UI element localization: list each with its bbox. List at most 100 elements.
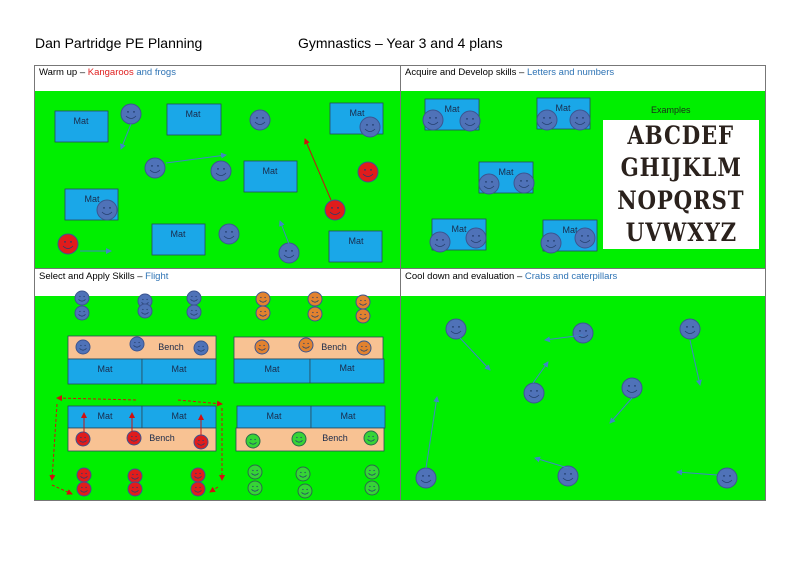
child-smiley-icon [679, 318, 701, 340]
child-smiley-icon [298, 337, 314, 353]
mat: Mat [236, 405, 312, 429]
bench-label: Bench [322, 433, 348, 443]
mat: Mat [309, 358, 385, 384]
movement-arrow [689, 339, 702, 386]
mat: Mat [141, 405, 217, 429]
child-smiley-icon [295, 466, 311, 482]
child-smiley-icon [478, 173, 500, 195]
child-smiley-icon [523, 382, 545, 404]
mat-label: Mat [171, 411, 187, 421]
column-divider [400, 65, 401, 501]
mat-label: Mat [339, 363, 355, 373]
child-smiley-icon [415, 467, 437, 489]
child-smiley-icon [355, 308, 371, 324]
flight-label: Flight [145, 271, 169, 282]
letters-row: ABCDEF [627, 121, 735, 151]
child-smiley-icon [716, 467, 738, 489]
child-smiley-icon [127, 468, 143, 484]
mat-label: Mat [73, 116, 89, 126]
letters-row: GHIJKLM [620, 153, 742, 183]
movement-arrow [279, 220, 290, 245]
route-arrow [209, 486, 219, 493]
mat-label: Mat [555, 103, 571, 113]
bench: Bench [235, 427, 385, 452]
child-smiley-icon [307, 291, 323, 307]
bench-label: Bench [158, 342, 184, 352]
child-smiley-icon [74, 290, 90, 306]
child-smiley-icon [247, 464, 263, 480]
child-smiley-icon [465, 227, 487, 249]
child-smiley-icon [96, 199, 118, 221]
mat-label: Mat [97, 364, 113, 374]
child-smiley-icon [569, 109, 591, 131]
child-smiley-icon [126, 430, 142, 446]
child-smiley-icon [364, 464, 380, 480]
mat: Mat [54, 110, 109, 143]
child-smiley-icon [255, 305, 271, 321]
bench: Bench [67, 427, 217, 452]
child-smiley-icon [429, 231, 451, 253]
mat-label: Mat [340, 411, 356, 421]
row-divider [34, 268, 766, 269]
child-smiley-icon [363, 430, 379, 446]
mat-label: Mat [264, 364, 280, 374]
movement-arrow [165, 152, 227, 164]
child-smiley-icon [356, 340, 372, 356]
mat-label: Mat [451, 224, 467, 234]
movement-arrow [532, 361, 549, 384]
mat-label: Mat [171, 364, 187, 374]
bench-label: Bench [149, 433, 175, 443]
child-smiley-icon [218, 223, 240, 245]
child-smiley-icon [193, 340, 209, 356]
mat-label: Mat [170, 229, 186, 239]
letters-row: NOPQRST [617, 185, 745, 215]
child-smiley-icon [76, 467, 92, 483]
skills-title: Acquire and Develop skills – Letters and… [405, 67, 614, 78]
mat-label: Mat [498, 167, 514, 177]
child-smiley-icon [127, 481, 143, 497]
child-smiley-icon [355, 294, 371, 310]
child-smiley-icon [359, 116, 381, 138]
child-smiley-icon [186, 290, 202, 306]
child-smiley-icon [574, 227, 596, 249]
body-alphabet-image: ABCDEF GHIJKLM NOPQRST UVWXYZ [603, 120, 759, 249]
route-arrow [49, 403, 58, 481]
child-smiley-icon [557, 465, 579, 487]
movement-arrow [676, 469, 718, 476]
route-arrow [177, 399, 223, 407]
kangaroos-label: Kangaroos [87, 67, 134, 78]
child-smiley-icon [540, 232, 562, 254]
child-smiley-icon [75, 339, 91, 355]
child-smiley-icon [247, 480, 263, 496]
movement-arrow [304, 138, 332, 201]
child-smiley-icon [249, 109, 271, 131]
mat: Mat [166, 103, 222, 136]
frogs-label: and frogs [133, 67, 176, 78]
flight-title: Select and Apply Skills – Flight [39, 271, 168, 282]
examples-title: Examples [651, 105, 691, 115]
mat-label: Mat [84, 194, 100, 204]
child-smiley-icon [254, 339, 270, 355]
child-smiley-icon [459, 110, 481, 132]
child-smiley-icon [129, 336, 145, 352]
mat-label: Mat [349, 108, 365, 118]
mat: Mat [233, 358, 311, 384]
movement-arrow [459, 337, 491, 371]
child-smiley-icon [74, 305, 90, 321]
child-smiley-icon [297, 483, 313, 499]
letters-numbers-label: Letters and numbers [526, 67, 615, 78]
crabs-caterpillars-label: Crabs and caterpillars [524, 271, 618, 282]
movement-arrow [534, 456, 569, 469]
child-smiley-icon [255, 291, 271, 307]
flight-field [35, 296, 400, 500]
child-smiley-icon [190, 467, 206, 483]
child-smiley-icon [120, 103, 142, 125]
skills-label: Acquire and Develop skills – [405, 67, 527, 78]
child-smiley-icon [572, 322, 594, 344]
child-smiley-icon [422, 109, 444, 131]
mat-label: Mat [562, 225, 578, 235]
route-arrow [56, 395, 137, 402]
child-smiley-icon [291, 431, 307, 447]
bench-label: Bench [321, 342, 347, 352]
child-smiley-icon [536, 109, 558, 131]
